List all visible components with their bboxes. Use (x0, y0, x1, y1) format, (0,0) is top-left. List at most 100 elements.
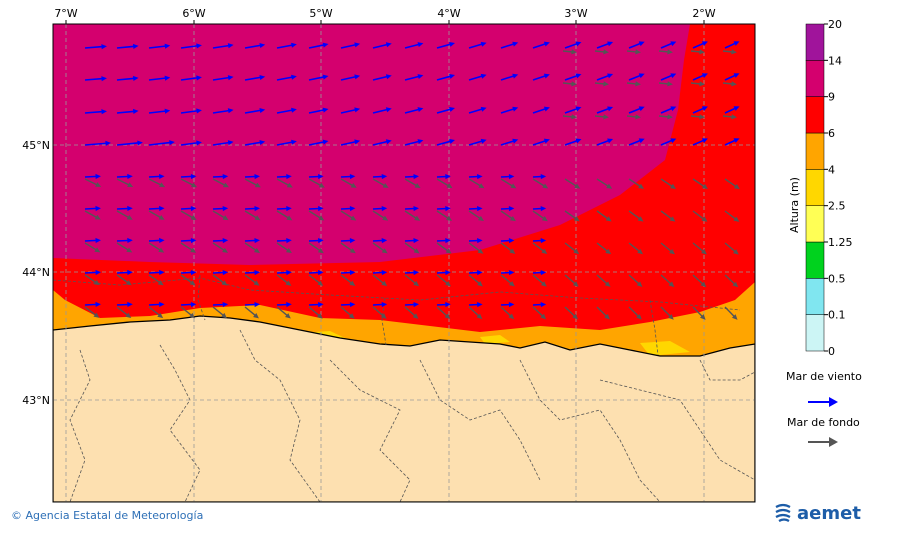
arrow-shaft (148, 110, 167, 114)
arrow-shaft (500, 74, 515, 81)
arrow-head (670, 73, 677, 79)
arrow-head (638, 138, 645, 144)
arrow-shaft (626, 82, 638, 85)
arrow-head (286, 301, 292, 308)
arrow-shaft (180, 76, 199, 81)
arrow-shaft (596, 74, 610, 81)
arrow-shaft (596, 274, 608, 285)
arrow-shaft (180, 274, 193, 284)
arrow-head (101, 109, 107, 115)
arrow-shaft (436, 274, 449, 285)
arrow-head (733, 183, 740, 190)
arrow-shaft (660, 210, 673, 220)
arrow-head (449, 41, 456, 47)
arrow-shaft (308, 306, 321, 317)
arrow-head (190, 269, 197, 276)
arrow-head (354, 139, 361, 145)
colorbar-segment (805, 132, 825, 170)
arrow-shaft (404, 75, 420, 81)
arrow-shaft (244, 178, 258, 187)
arrow-head (445, 280, 451, 287)
arrow-head (253, 312, 259, 319)
arrow-head (512, 41, 519, 47)
arrow-shaft (244, 271, 257, 274)
arrow-shaft (116, 175, 129, 178)
arrow-head (478, 215, 484, 222)
arrow-head (105, 140, 111, 146)
arrow-head (285, 280, 292, 286)
arrow-shaft (596, 107, 610, 114)
arrow-head (702, 183, 708, 190)
copyright-credit[interactable]: © Agencia Estatal de Meteorología (11, 509, 204, 522)
arrow-shaft (84, 303, 98, 306)
arrow-shaft (468, 108, 484, 114)
lon-label: 7°W (54, 7, 77, 20)
arrow-shaft (148, 210, 162, 219)
arrow-head (221, 280, 228, 286)
aemet-logo[interactable]: aemet (773, 502, 861, 524)
lat-label: 44°N (22, 266, 50, 279)
arrow-shaft (596, 210, 609, 220)
arrow-head (159, 173, 165, 180)
arrow-head (573, 216, 580, 222)
latitude-ticks: 45°N 44°N 43°N (22, 139, 50, 407)
arrow-head (94, 247, 101, 253)
colorbar-segment (805, 241, 825, 279)
arrow-shaft (148, 239, 161, 242)
arrow-head (412, 313, 419, 319)
arrow-shaft (84, 142, 107, 146)
arrow-shaft (84, 110, 104, 114)
arrow-head (93, 312, 100, 318)
arrow-shaft (276, 109, 294, 114)
arrow-head (318, 269, 324, 276)
arrow-head (385, 74, 392, 80)
arrow-shaft (308, 242, 321, 252)
arrow-head (196, 75, 202, 81)
arrow-head (701, 249, 707, 255)
arrow-shaft (628, 178, 642, 188)
arrow-head (291, 107, 297, 113)
arrow-head (227, 140, 234, 146)
graticule (53, 24, 755, 502)
arrow-head (222, 247, 229, 253)
arrow-head (286, 182, 293, 188)
arrow-head (445, 248, 452, 254)
arrow-head (286, 237, 292, 244)
land-mass (53, 315, 755, 502)
arrow-shaft (626, 115, 638, 118)
arrow-head (477, 248, 484, 254)
arrow-shaft (148, 303, 161, 306)
arrow-head (508, 313, 515, 320)
colorbar-segment (805, 278, 825, 315)
arrow-shaft (276, 274, 289, 284)
colorbar-segment (805, 96, 825, 134)
arrow-shaft (564, 42, 578, 49)
arrow-head (733, 216, 740, 222)
arrow-head (508, 281, 515, 287)
arrow-shaft (692, 274, 704, 285)
arrow-head (480, 41, 487, 47)
arrow-head (508, 238, 515, 244)
arrow-head (127, 269, 133, 276)
arrow-head (509, 215, 516, 222)
arrow-head (417, 139, 424, 145)
arrow-head (132, 43, 139, 49)
arrow-head (158, 214, 165, 220)
arrow-head (164, 43, 171, 49)
arrow-shaft (340, 178, 354, 187)
arrow-shaft (212, 207, 225, 210)
arrow-head (574, 183, 581, 189)
arrow-head (701, 216, 708, 222)
arrow-shaft (500, 210, 513, 220)
arrow-head (164, 75, 171, 81)
arrow-head (317, 248, 324, 254)
arrow-shaft (84, 210, 98, 219)
arrow-head (732, 281, 739, 288)
arrow-head (572, 281, 579, 287)
colorbar-level-label: 14 (828, 54, 842, 67)
lon-label: 3°W (564, 7, 587, 20)
arrow-shaft (212, 239, 225, 242)
arrow-shaft (372, 207, 384, 210)
arrow-head (286, 205, 292, 212)
arrow-shaft (562, 50, 574, 53)
